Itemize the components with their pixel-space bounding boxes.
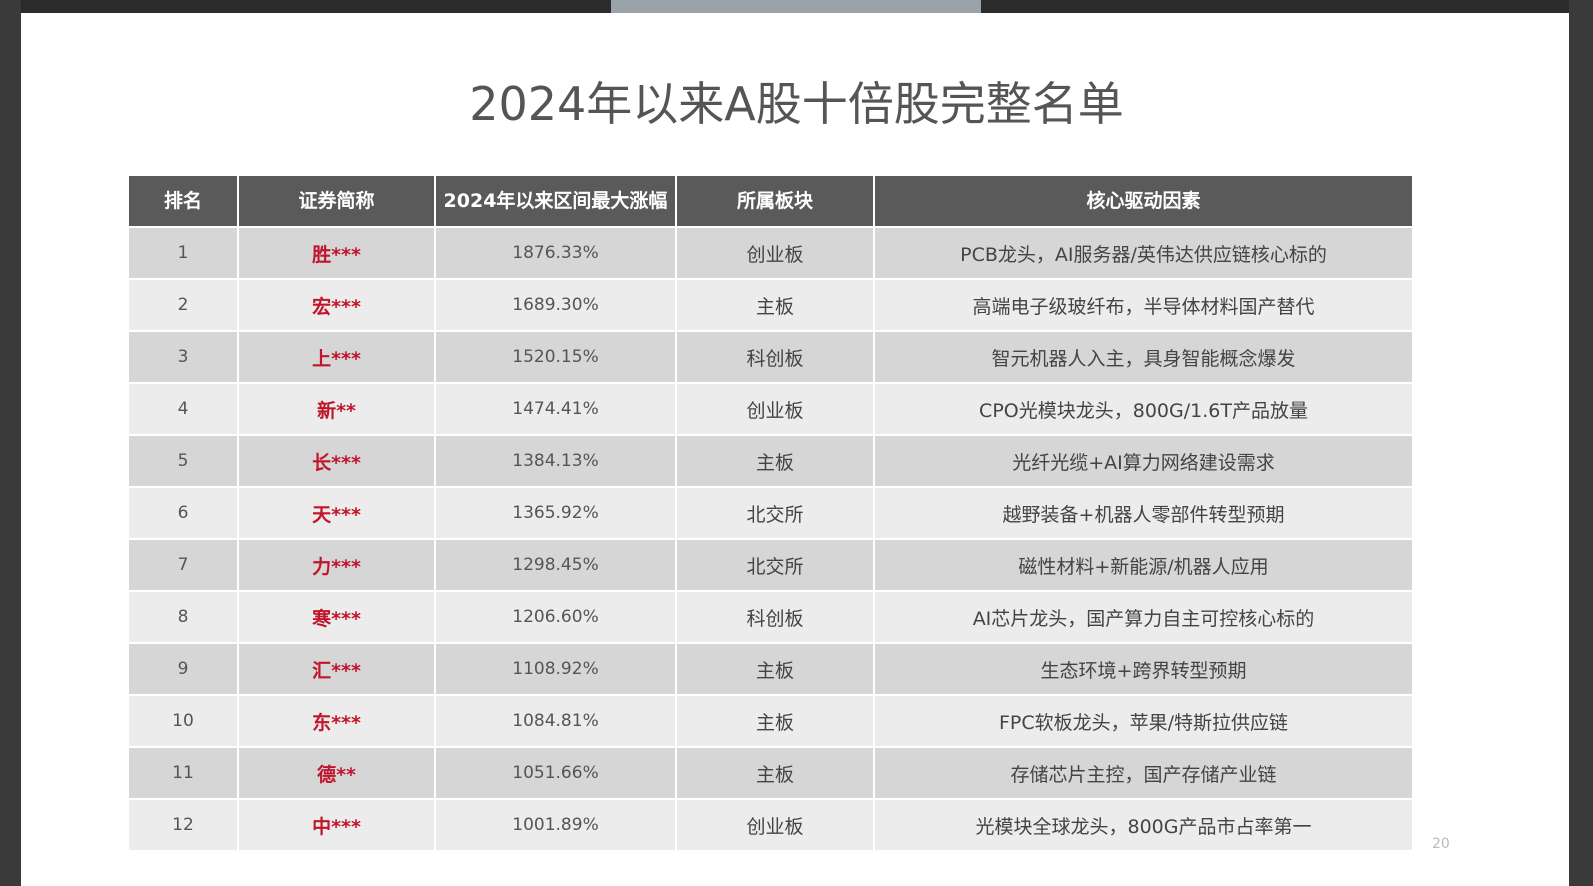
- table-cell: 5: [129, 434, 239, 487]
- table-cell: 寒***: [238, 590, 436, 643]
- table-row: 1 胜*** 1876.33% 创业板 PCB龙头，AI服务器/英伟达供应链核心标的: [129, 226, 1414, 279]
- table-cell: AI芯片龙头，国产算力自主可控核心标的: [874, 590, 1414, 643]
- table-cell: 1384.13%: [435, 434, 677, 487]
- page-number: 20: [1432, 836, 1450, 852]
- table-cell: 7: [129, 538, 239, 591]
- slide-title: 2024年以来A股十倍股完整名单: [469, 77, 1124, 131]
- window-edge: [0, 0, 21, 886]
- table-cell: 创业板: [676, 382, 875, 435]
- table-cell: 力***: [238, 538, 436, 591]
- column-header: 核心驱动因素: [874, 176, 1414, 227]
- table-cell: 1084.81%: [435, 694, 677, 747]
- table-cell: 主板: [676, 694, 875, 747]
- table-row: 10 东*** 1084.81% 主板 FPC软板龙头，苹果/特斯拉供应链: [129, 694, 1414, 747]
- table-cell: 胜***: [238, 226, 436, 279]
- table-cell: 6: [129, 486, 239, 539]
- table-cell: 11: [129, 746, 239, 799]
- table-cell: 2: [129, 278, 239, 331]
- table-cell: 长***: [238, 434, 436, 487]
- column-header: 2024年以来区间最大涨幅: [435, 176, 677, 227]
- table-cell: 1001.89%: [435, 798, 677, 850]
- table-cell: 4: [129, 382, 239, 435]
- window-edge: [1569, 0, 1593, 886]
- table-cell: 主板: [676, 434, 875, 487]
- table-cell: 3: [129, 330, 239, 383]
- table-cell: 主板: [676, 642, 875, 695]
- table-cell: 1108.92%: [435, 642, 677, 695]
- column-header: 排名: [129, 176, 239, 227]
- table-cell: 东***: [238, 694, 436, 747]
- table-row: 6 天*** 1365.92% 北交所 越野装备+机器人零部件转型预期: [129, 486, 1414, 539]
- table-cell: 1365.92%: [435, 486, 677, 539]
- table-cell: 创业板: [676, 798, 875, 850]
- table-cell: 北交所: [676, 538, 875, 591]
- table-cell: 主板: [676, 278, 875, 331]
- table-cell: 1051.66%: [435, 746, 677, 799]
- column-header: 所属板块: [676, 176, 875, 227]
- table-row: 11 德** 1051.66% 主板 存储芯片主控，国产存储产业链: [129, 746, 1414, 799]
- table-cell: 12: [129, 798, 239, 850]
- table-cell: 1: [129, 226, 239, 279]
- table-cell: 汇***: [238, 642, 436, 695]
- table-row: 9 汇*** 1108.92% 主板 生态环境+跨界转型预期: [129, 642, 1414, 695]
- table-cell: 光纤光缆+AI算力网络建设需求: [874, 434, 1414, 487]
- table-cell: 创业板: [676, 226, 875, 279]
- table-row: 4 新** 1474.41% 创业板 CPO光模块龙头，800G/1.6T产品放量: [129, 382, 1414, 435]
- table-cell: 新**: [238, 382, 436, 435]
- table-cell: 10: [129, 694, 239, 747]
- table-cell: 上***: [238, 330, 436, 383]
- table-cell: 1298.45%: [435, 538, 677, 591]
- table-cell: 科创板: [676, 330, 875, 383]
- table-cell: 光模块全球龙头，800G产品市占率第一: [874, 798, 1414, 850]
- table-cell: 越野装备+机器人零部件转型预期: [874, 486, 1414, 539]
- table-cell: 生态环境+跨界转型预期: [874, 642, 1414, 695]
- table-row: 12 中*** 1001.89% 创业板 光模块全球龙头，800G产品市占率第一: [129, 798, 1414, 850]
- table-cell: 1520.15%: [435, 330, 677, 383]
- table-row: 5 长*** 1384.13% 主板 光纤光缆+AI算力网络建设需求: [129, 434, 1414, 487]
- table-cell: PCB龙头，AI服务器/英伟达供应链核心标的: [874, 226, 1414, 279]
- table-row: 8 寒*** 1206.60% 科创板 AI芯片龙头，国产算力自主可控核心标的: [129, 590, 1414, 643]
- table-cell: CPO光模块龙头，800G/1.6T产品放量: [874, 382, 1414, 435]
- table-cell: 智元机器人入主，具身智能概念爆发: [874, 330, 1414, 383]
- table-cell: 德**: [238, 746, 436, 799]
- table-row: 3 上*** 1520.15% 科创板 智元机器人入主，具身智能概念爆发: [129, 330, 1414, 383]
- table-cell: 天***: [238, 486, 436, 539]
- table-cell: 1474.41%: [435, 382, 677, 435]
- table-cell: 北交所: [676, 486, 875, 539]
- table-cell: 8: [129, 590, 239, 643]
- stock-table: 排名 证券简称 2024年以来区间最大涨幅 所属板块 核心驱动因素 1 胜*** 1876.…: [129, 176, 1414, 850]
- table-row: 7 力*** 1298.45% 北交所 磁性材料+新能源/机器人应用: [129, 538, 1414, 591]
- table-cell: 中***: [238, 798, 436, 850]
- table-cell: FPC软板龙头，苹果/特斯拉供应链: [874, 694, 1414, 747]
- table-cell: 9: [129, 642, 239, 695]
- table-cell: 科创板: [676, 590, 875, 643]
- table-cell: 存储芯片主控，国产存储产业链: [874, 746, 1414, 799]
- table-cell: 磁性材料+新能源/机器人应用: [874, 538, 1414, 591]
- table-cell: 1206.60%: [435, 590, 677, 643]
- table-cell: 1689.30%: [435, 278, 677, 331]
- column-header: 证券简称: [238, 176, 436, 227]
- table-cell: 1876.33%: [435, 226, 677, 279]
- header-row: 排名 证券简称 2024年以来区间最大涨幅 所属板块 核心驱动因素: [129, 176, 1414, 227]
- table-body: 1 胜*** 1876.33% 创业板 PCB龙头，AI服务器/英伟达供应链核心标的 2 宏…: [129, 226, 1414, 850]
- table-cell: 高端电子级玻纤布，半导体材料国产替代: [874, 278, 1414, 331]
- table-cell: 主板: [676, 746, 875, 799]
- camera-overlay: [611, 0, 981, 13]
- table-row: 2 宏*** 1689.30% 主板 高端电子级玻纤布，半导体材料国产替代: [129, 278, 1414, 331]
- table-cell: 宏***: [238, 278, 436, 331]
